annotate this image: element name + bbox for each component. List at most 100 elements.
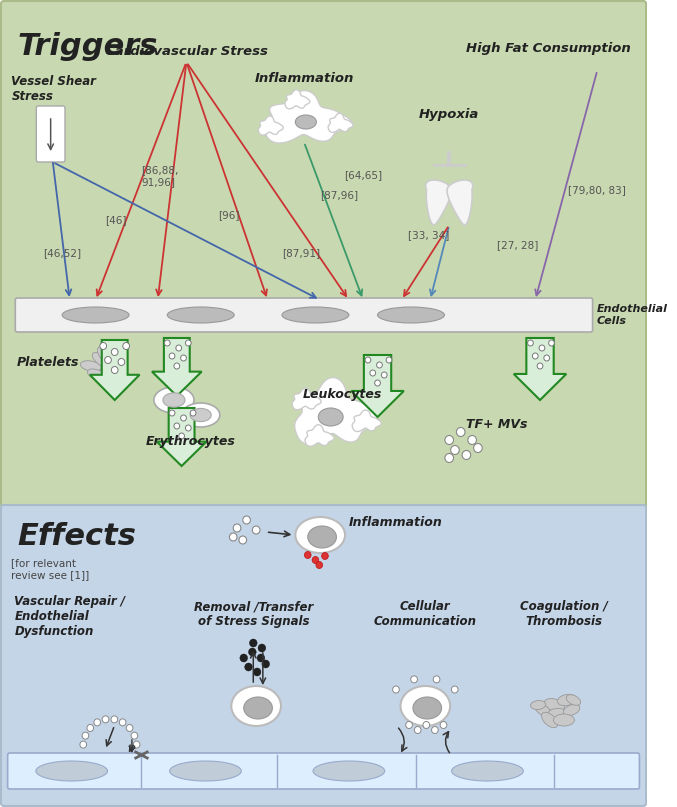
Ellipse shape — [318, 408, 343, 426]
Text: [96]: [96] — [218, 210, 240, 220]
Polygon shape — [264, 90, 351, 143]
Circle shape — [169, 353, 175, 359]
Ellipse shape — [181, 403, 220, 427]
Circle shape — [181, 415, 186, 421]
Text: Triggers: Triggers — [17, 32, 158, 61]
Text: [46,52]: [46,52] — [43, 248, 81, 258]
Polygon shape — [447, 180, 473, 225]
Ellipse shape — [567, 695, 581, 705]
Polygon shape — [285, 90, 310, 109]
Circle shape — [414, 726, 421, 734]
Ellipse shape — [544, 699, 565, 712]
Ellipse shape — [413, 697, 441, 719]
Ellipse shape — [308, 526, 336, 548]
Text: [for relevant
review see [1]]: [for relevant review see [1]] — [12, 558, 90, 579]
Ellipse shape — [535, 704, 550, 717]
Circle shape — [462, 450, 471, 459]
Circle shape — [253, 526, 260, 534]
Circle shape — [370, 370, 376, 376]
Text: Coagulation /
Thrombosis: Coagulation / Thrombosis — [520, 600, 608, 628]
Circle shape — [386, 357, 392, 363]
Circle shape — [456, 428, 465, 437]
FancyBboxPatch shape — [1, 505, 646, 806]
Circle shape — [423, 721, 430, 729]
Circle shape — [82, 732, 89, 739]
Text: [46]: [46] — [105, 215, 127, 225]
Ellipse shape — [553, 714, 574, 726]
Circle shape — [111, 349, 118, 356]
Ellipse shape — [232, 686, 281, 726]
Ellipse shape — [542, 713, 558, 728]
Circle shape — [257, 654, 265, 662]
Circle shape — [244, 663, 253, 671]
Circle shape — [445, 436, 454, 445]
Text: Erythrocytes: Erythrocytes — [146, 435, 236, 448]
Circle shape — [445, 454, 454, 462]
Circle shape — [451, 445, 459, 454]
Text: Inflammation: Inflammation — [349, 516, 443, 529]
Circle shape — [181, 355, 186, 361]
Circle shape — [230, 533, 237, 541]
Circle shape — [376, 362, 383, 368]
Ellipse shape — [163, 393, 185, 408]
Circle shape — [406, 721, 412, 729]
Circle shape — [94, 719, 101, 725]
FancyBboxPatch shape — [37, 106, 65, 162]
Circle shape — [258, 644, 265, 652]
Ellipse shape — [548, 709, 571, 721]
Ellipse shape — [378, 307, 444, 323]
FancyBboxPatch shape — [1, 1, 646, 507]
Text: Endothelial
Cells: Endothelial Cells — [596, 304, 668, 326]
Ellipse shape — [313, 761, 385, 781]
Circle shape — [474, 444, 482, 453]
Circle shape — [544, 355, 550, 361]
Circle shape — [174, 363, 179, 369]
Text: [86,88,
91,96]: [86,88, 91,96] — [141, 165, 179, 186]
Circle shape — [80, 741, 87, 748]
Circle shape — [169, 410, 175, 416]
Ellipse shape — [87, 369, 108, 381]
Polygon shape — [152, 338, 202, 396]
Ellipse shape — [244, 697, 272, 719]
Text: TF+ MVs: TF+ MVs — [466, 418, 528, 431]
Ellipse shape — [81, 361, 101, 371]
Circle shape — [262, 660, 269, 668]
Text: High Fat Consumption: High Fat Consumption — [466, 42, 631, 55]
Circle shape — [548, 340, 554, 346]
Text: Effects: Effects — [17, 522, 136, 551]
Circle shape — [239, 536, 246, 544]
Polygon shape — [305, 424, 334, 446]
Circle shape — [176, 345, 181, 351]
Circle shape — [322, 553, 328, 559]
Ellipse shape — [531, 700, 546, 709]
Text: Removal /Transfer
of Stress Signals: Removal /Transfer of Stress Signals — [194, 600, 313, 628]
Circle shape — [393, 686, 399, 693]
Circle shape — [539, 345, 545, 351]
Circle shape — [431, 726, 438, 734]
Circle shape — [174, 423, 179, 429]
Text: Cardiovascular Stress: Cardiovascular Stress — [105, 45, 268, 58]
Circle shape — [537, 363, 543, 369]
Circle shape — [118, 358, 125, 366]
Polygon shape — [351, 355, 403, 417]
Polygon shape — [259, 116, 283, 135]
Text: Platelets: Platelets — [17, 356, 80, 369]
Circle shape — [111, 366, 118, 374]
Circle shape — [105, 357, 111, 363]
FancyBboxPatch shape — [16, 298, 592, 332]
Text: [87,91]: [87,91] — [282, 248, 320, 258]
Circle shape — [190, 410, 196, 416]
Circle shape — [87, 725, 93, 731]
Text: [87,96]: [87,96] — [320, 190, 358, 200]
Circle shape — [452, 686, 458, 693]
Text: Vessel Shear
Stress: Vessel Shear Stress — [12, 75, 96, 103]
Circle shape — [374, 380, 380, 386]
Circle shape — [179, 433, 184, 439]
Polygon shape — [157, 408, 206, 466]
Circle shape — [185, 425, 191, 431]
Text: Hypoxia: Hypoxia — [419, 108, 479, 121]
Circle shape — [532, 353, 538, 359]
Ellipse shape — [36, 761, 108, 781]
Circle shape — [131, 732, 137, 739]
Ellipse shape — [167, 307, 234, 323]
